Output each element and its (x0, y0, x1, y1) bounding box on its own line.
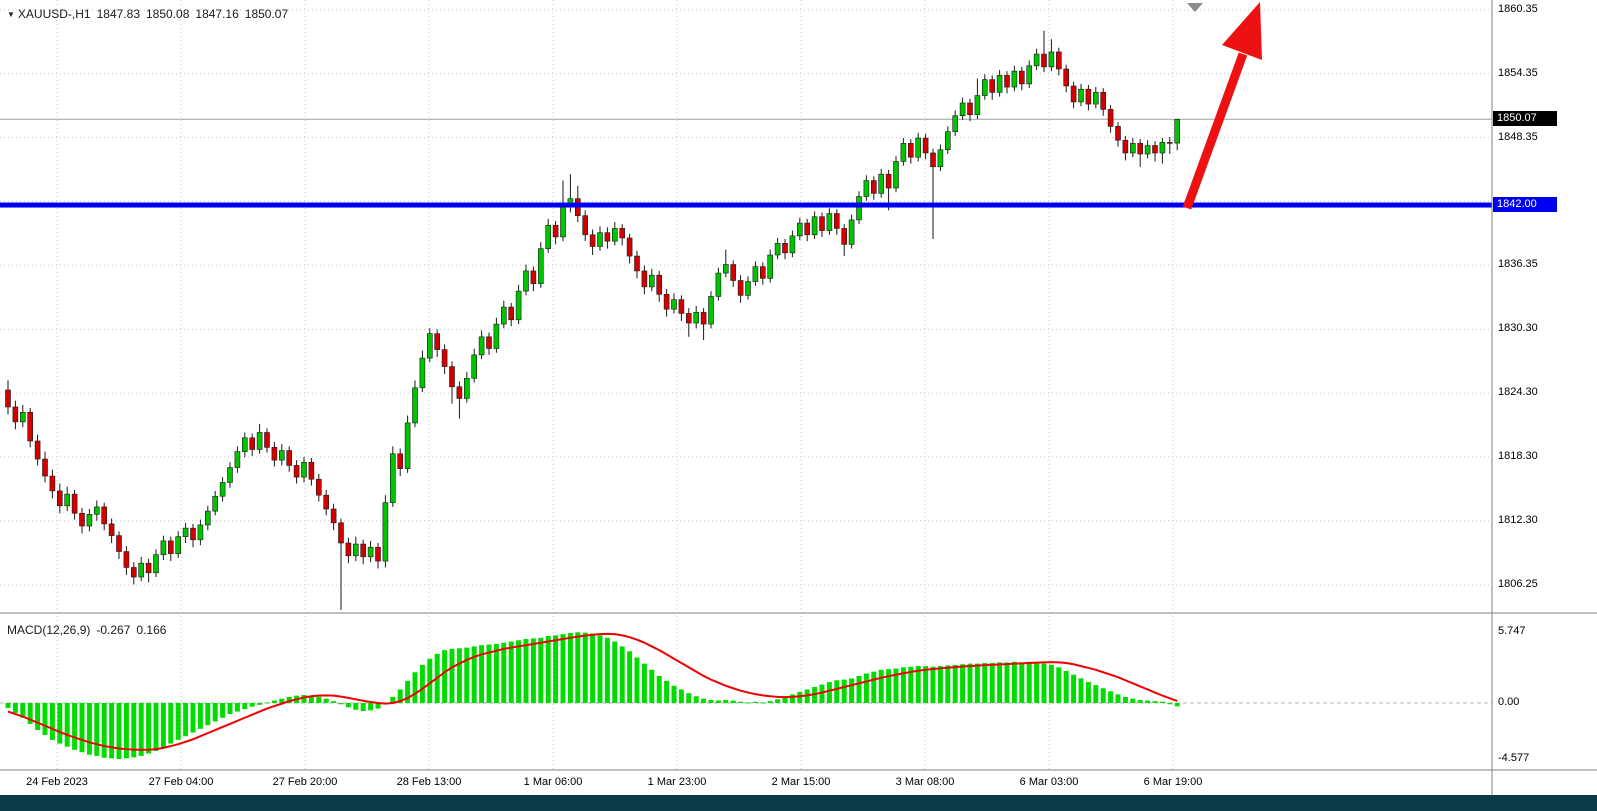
symbol-dropdown-icon[interactable]: ▼ (7, 10, 15, 19)
time-axis-label: 2 Mar 15:00 (771, 776, 831, 788)
time-axis-label: 27 Feb 20:00 (272, 776, 338, 788)
ohlc-close: 1850.07 (244, 7, 289, 21)
macd-name: MACD(12,26,9) (7, 623, 91, 637)
macd-axis-label: 5.747 (1498, 625, 1526, 638)
macd-histogram (0, 632, 1492, 759)
price-axis-label: 1860.35 (1498, 3, 1538, 15)
candles (5, 30, 1180, 610)
symbol-timeframe-label: XAUUSD-,H1 (17, 7, 91, 21)
time-axis-label: 6 Mar 03:00 (1019, 776, 1079, 788)
current-price-tag: 1850.07 (1493, 111, 1557, 127)
ohlc-low: 1847.16 (195, 7, 239, 21)
price-axis-label: 1824.30 (1498, 386, 1538, 399)
macd-signal-line (7, 632, 1178, 751)
chart-shift-marker[interactable] (1187, 3, 1203, 12)
macd-signal-value: 0.166 (136, 623, 167, 637)
price-axis-label: 1806.25 (1498, 578, 1538, 590)
support-line[interactable] (0, 202, 1492, 208)
time-axis-label: 6 Mar 19:00 (1143, 776, 1203, 788)
price-axis-label: 1818.30 (1498, 449, 1538, 462)
time-axis-label: 27 Feb 04:00 (148, 776, 214, 788)
bottom-strip (0, 795, 1597, 811)
price-axis-label: 1854.35 (1498, 66, 1538, 79)
time-axis-label: 1 Mar 06:00 (523, 776, 583, 788)
price-axis-label: 1812.30 (1498, 513, 1538, 526)
price-axis-label: 1836.35 (1498, 258, 1538, 271)
price-axis-label: 1830.30 (1498, 322, 1538, 335)
time-axis-label: 24 Feb 2023 (26, 776, 88, 788)
price-axis-label: 1848.35 (1498, 130, 1538, 143)
time-axis-label: 1 Mar 23:00 (647, 776, 707, 788)
macd-axis-label: 0.00 (1498, 696, 1520, 708)
macd-axis-label: -4.577 (1498, 752, 1530, 765)
trend-arrow[interactable] (1182, 2, 1262, 210)
support-line-price-tag[interactable]: 1842.00 (1493, 197, 1557, 213)
ohlc-open: 1847.83 (96, 7, 140, 21)
time-axis-label: 3 Mar 08:00 (895, 776, 955, 788)
symbol-ohlc-header: ▼ XAUUSD-,H1 1847.83 1850.08 1847.16 1850.07 (7, 7, 288, 21)
macd-main-value: -0.267 (96, 623, 131, 637)
macd-indicator-label: MACD(12,26,9) -0.267 0.166 (7, 623, 166, 637)
time-axis-label: 28 Feb 13:00 (396, 776, 462, 788)
grid-lines (0, 0, 1492, 769)
ohlc-high: 1850.08 (146, 7, 190, 21)
